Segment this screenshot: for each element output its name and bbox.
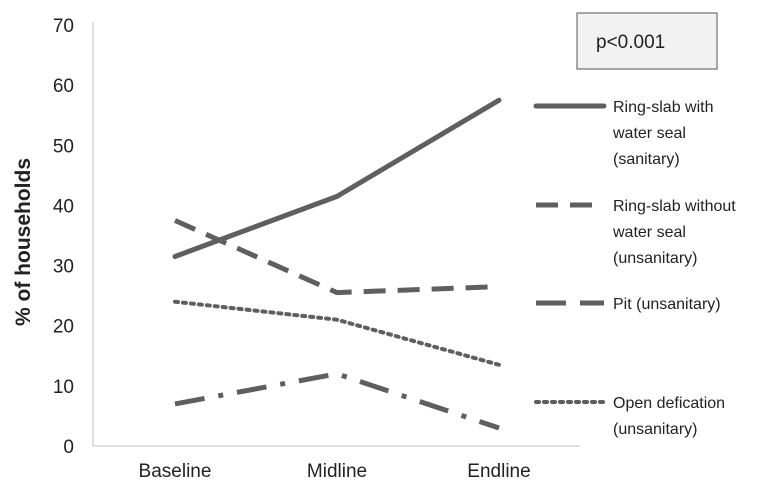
y-tick-label: 30 [53,257,74,278]
series-line-2 [173,218,500,296]
x-tick-label: Midline [307,461,367,480]
x-tick-labels: Baseline Midline Endline [139,461,531,480]
y-tick-label: 60 [53,76,74,97]
legend-label-2: (unsanitary) [613,250,697,267]
legend-label-1: Ring-slab with [613,99,713,116]
legend-label-2: water seal [612,224,686,241]
series-lines [172,97,502,431]
y-tick-label: 0 [63,437,74,458]
p-value-text: p<0.001 [596,32,665,53]
legend-label-1: water seal [612,125,686,142]
y-axis-label: % of households [12,158,35,326]
y-tick-labels: 0 10 20 30 40 50 60 70 [53,16,74,458]
x-tick-label: Endline [467,461,530,480]
legend-label-3: Pit (unsanitary) [613,296,721,313]
legend-label-4: (unsanitary) [613,421,697,438]
x-tick-label: Baseline [139,461,212,480]
p-value-box: p<0.001 [576,12,718,70]
series-line-4 [173,299,501,367]
y-tick-label: 50 [53,136,74,157]
series-line-1 [172,97,502,259]
legend-label-4: Open defication [613,395,725,412]
y-tick-label: 40 [53,196,74,217]
y-tick-label: 10 [53,377,74,398]
series-line-3 [174,371,500,431]
y-tick-label: 20 [53,317,74,338]
p-value-box-frame [576,12,718,70]
y-tick-label: 70 [53,16,74,37]
legend-label-1: (sanitary) [613,151,680,168]
legend: Ring-slab with water seal (sanitary) Ring-s… [533,99,736,438]
axes [92,22,580,447]
legend-label-2: Ring-slab without [613,198,736,215]
